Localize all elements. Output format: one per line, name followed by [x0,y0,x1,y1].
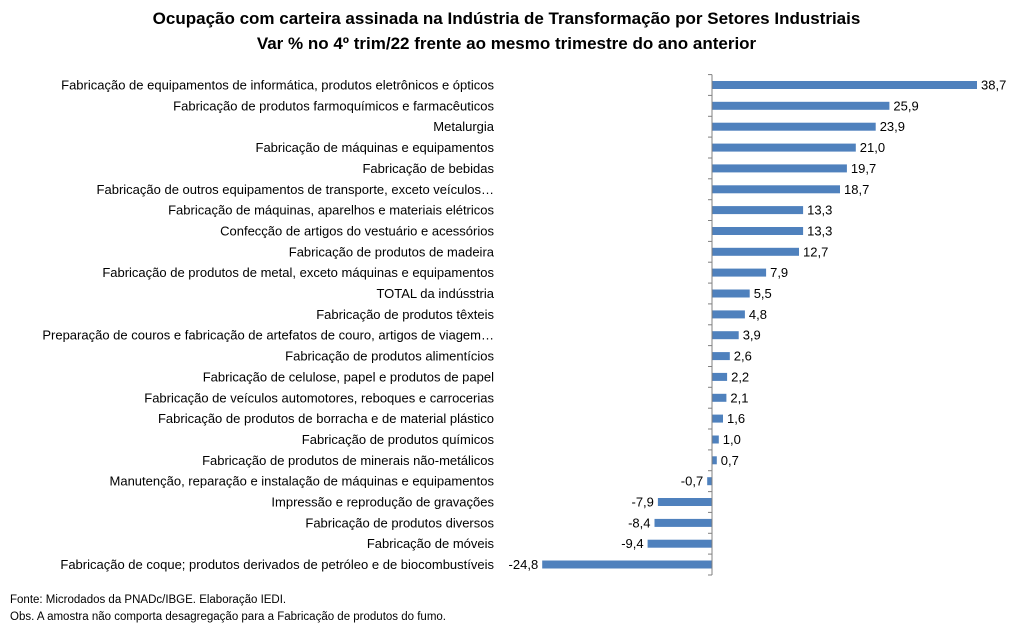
value-label-10: 5,5 [754,286,772,301]
category-label-6: Fabricação de máquinas, aparelhos e mate… [168,203,494,218]
category-label-22: Fabricação de móveis [367,536,495,551]
value-label-18: 0,7 [721,453,739,468]
bars-layer [542,81,977,569]
value-label-21: -8,4 [628,515,650,530]
value-label-1: 25,9 [893,98,918,113]
category-label-1: Fabricação de produtos farmoquímicos e f… [173,98,494,113]
category-label-0: Fabricação de equipamentos de informátic… [61,78,494,93]
observation-note: Obs. A amostra não comporta desagregação… [10,611,446,623]
value-label-23: -24,8 [509,557,539,572]
bar-4 [712,164,847,173]
bar-12 [712,331,739,340]
value-label-17: 1,0 [723,432,741,447]
value-label-11: 4,8 [749,307,767,322]
category-label-17: Fabricação de produtos químicos [302,432,495,447]
axis-layer [708,74,713,576]
category-label-3: Fabricação de máquinas e equipamentos [256,140,495,155]
bar-17 [712,435,719,444]
category-label-10: TOTAL da indússtria [376,286,494,301]
category-label-20: Impressão e reprodução de gravações [271,495,494,510]
bar-15 [712,393,727,402]
bar-21 [654,518,712,527]
value-label-4: 19,7 [851,161,876,176]
value-label-13: 2,6 [734,349,752,364]
category-label-4: Fabricação de bebidas [362,161,494,176]
category-label-16: Fabricação de produtos de borracha e de … [158,411,494,426]
category-label-12: Preparação de couros e fabricação de art… [42,328,494,343]
value-label-2: 23,9 [880,119,905,134]
bar-1 [712,101,890,110]
value-label-3: 21,0 [860,140,885,155]
chart-subtitle: Var % no 4º trim/22 frente ao mesmo trim… [256,34,757,53]
bar-14 [712,372,728,381]
bar-20 [657,498,712,506]
value-label-5: 18,7 [844,182,869,197]
category-label-13: Fabricação de produtos alimentícios [285,349,494,364]
value-label-16: 1,6 [727,411,745,426]
bar-22 [647,539,712,548]
value-label-8: 12,7 [803,244,828,259]
category-label-5: Fabricação de outros equipamentos de tra… [97,182,494,197]
category-label-21: Fabricação de produtos diversos [305,515,494,530]
bar-18 [712,456,717,465]
bar-19 [707,477,712,486]
bar-9 [712,268,767,277]
bar-3 [712,143,856,152]
bar-5 [712,185,840,194]
value-label-7: 13,3 [807,224,832,239]
labels-layer: Fabricação de equipamentos de informátic… [42,78,1006,573]
category-label-9: Fabricação de produtos de metal, exceto … [102,265,494,280]
value-label-19: -0,7 [681,474,703,489]
category-label-11: Fabricação de produtos têxteis [316,307,494,322]
bar-10 [712,289,750,298]
value-label-12: 3,9 [743,328,761,343]
bar-8 [712,247,799,256]
value-label-22: -9,4 [621,536,643,551]
category-label-14: Fabricação de celulose, papel e produtos… [203,369,494,384]
category-label-8: Fabricação de produtos de madeira [289,244,495,259]
source-note: Fonte: Microdados da PNADc/IBGE. Elabora… [10,594,287,606]
bar-0 [712,81,977,89]
bar-6 [712,206,804,215]
category-label-19: Manutenção, reparação e instalação de má… [110,474,495,489]
value-label-20: -7,9 [631,495,653,510]
category-label-2: Metalurgia [433,119,494,134]
value-label-0: 38,7 [981,78,1006,93]
category-label-23: Fabricação de coque; produtos derivados … [60,557,494,572]
bar-13 [712,352,730,361]
bar-16 [712,414,723,423]
bar-23 [542,560,712,569]
bar-2 [712,122,876,131]
category-label-18: Fabricação de produtos de minerais não-m… [202,453,494,468]
value-label-9: 7,9 [770,265,788,280]
value-label-14: 2,2 [731,369,749,384]
chart-title: Ocupação com carteira assinada na Indúst… [152,9,861,28]
bar-7 [712,227,804,235]
value-label-15: 2,1 [730,390,748,405]
bar-11 [712,310,745,319]
category-label-7: Confecção de artigos do vestuário e aces… [220,224,494,239]
value-label-6: 13,3 [807,203,832,218]
category-label-15: Fabricação de veículos automotores, rebo… [144,390,494,405]
